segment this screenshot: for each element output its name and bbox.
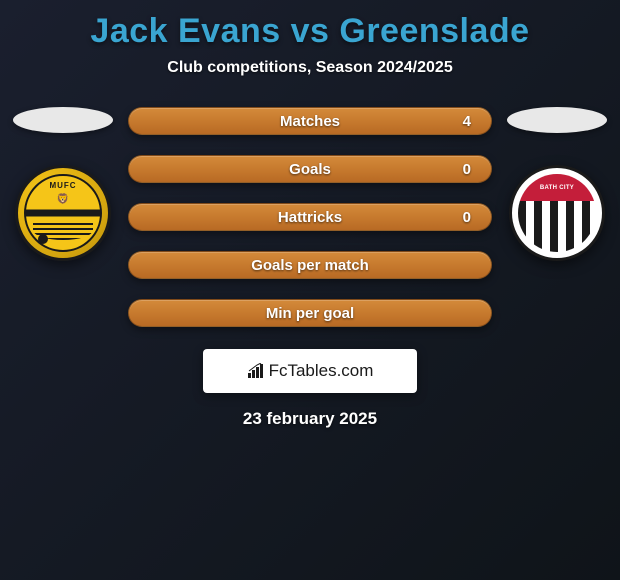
stat-label: Hattricks xyxy=(278,209,342,226)
left-badge-inner: MUFC 🦁 xyxy=(24,174,102,252)
right-name-slot xyxy=(507,107,607,133)
stripes-icon xyxy=(518,201,596,252)
brand-box[interactable]: FcTables.com xyxy=(203,349,417,393)
content-row: MUFC 🦁 Matches 4 Goals 0 Hattricks 0 xyxy=(0,107,620,327)
stat-label: Min per goal xyxy=(266,305,354,322)
left-name-slot xyxy=(13,107,113,133)
page-title: Jack Evans vs Greenslade xyxy=(0,0,620,59)
date-text: 23 february 2025 xyxy=(0,409,620,429)
right-badge-text: BATH CITY xyxy=(518,174,596,201)
stat-row-goals-per-match: Goals per match xyxy=(128,251,492,279)
chart-icon xyxy=(247,363,265,379)
stat-value-right: 0 xyxy=(463,209,471,226)
stats-column: Matches 4 Goals 0 Hattricks 0 Goals per … xyxy=(128,107,492,327)
right-column: BATH CITY xyxy=(502,107,612,261)
stat-value-right: 0 xyxy=(463,161,471,178)
brand-text: FcTables.com xyxy=(269,361,374,381)
stat-label: Goals per match xyxy=(251,257,369,274)
subtitle: Club competitions, Season 2024/2025 xyxy=(0,59,620,107)
ball-icon xyxy=(38,234,48,244)
stat-row-min-per-goal: Min per goal xyxy=(128,299,492,327)
comparison-card: Jack Evans vs Greenslade Club competitio… xyxy=(0,0,620,429)
left-badge-text: MUFC xyxy=(49,181,76,190)
stat-row-hattricks: Hattricks 0 xyxy=(128,203,492,231)
left-column: MUFC 🦁 xyxy=(8,107,118,261)
stat-row-goals: Goals 0 xyxy=(128,155,492,183)
stat-label: Goals xyxy=(289,161,331,178)
lion-icon: 🦁 xyxy=(57,194,69,205)
right-badge-inner: BATH CITY xyxy=(518,174,596,252)
stat-row-matches: Matches 4 xyxy=(128,107,492,135)
right-club-badge: BATH CITY xyxy=(509,165,605,261)
stat-label: Matches xyxy=(280,113,340,130)
left-club-badge: MUFC 🦁 xyxy=(15,165,111,261)
stat-value-right: 4 xyxy=(463,113,471,130)
